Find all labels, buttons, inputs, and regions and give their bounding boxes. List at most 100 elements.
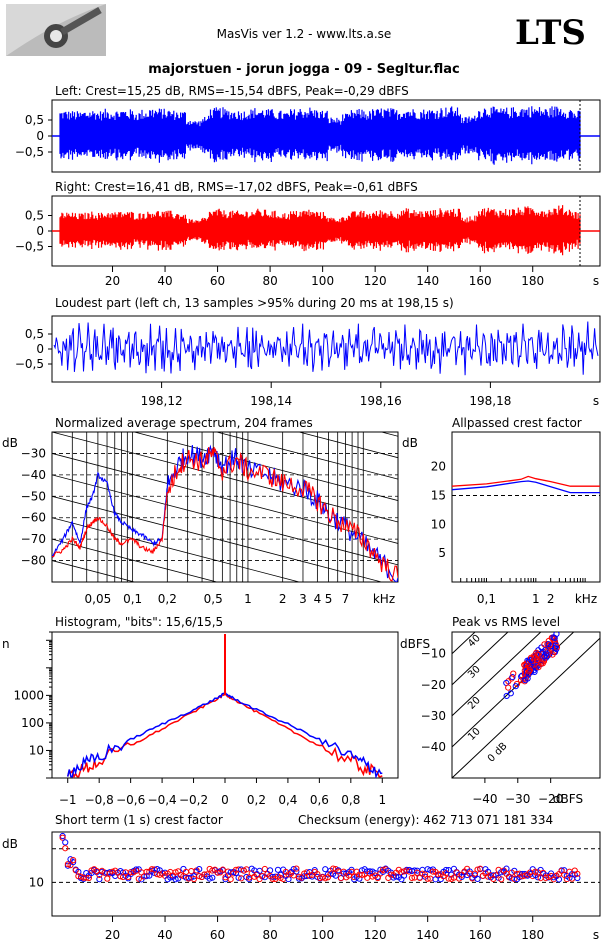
peak-vs-rms-point bbox=[522, 677, 529, 684]
short-term-crest-right-point bbox=[574, 870, 581, 877]
short-term-crest-right-point bbox=[511, 875, 518, 883]
short-term-crest-xtick-label: 60 bbox=[210, 928, 225, 942]
histogram-panel: 1000 100 10 −1 −0,8 −0,6 −0,4 −0,2 0 0,2 0,4 0,6 0,8… bbox=[13, 631, 399, 807]
allpassed-crest-xtick-label: 2 bbox=[547, 592, 555, 606]
allpassed-crest-xunit: kHz bbox=[575, 592, 597, 606]
short-term-crest-left-point bbox=[96, 876, 103, 883]
short-term-crest-right-point bbox=[358, 871, 366, 879]
loudest-part-xunit: s bbox=[593, 394, 599, 408]
left-waveform-panel: 0,5 0 −0,5 bbox=[15, 99, 601, 173]
spectrum-slope-line bbox=[52, 538, 219, 582]
right-waveform-ytick-label: 0 bbox=[36, 224, 44, 238]
short-term-crest-xtick-label: 80 bbox=[262, 928, 277, 942]
short-term-crest-right-point bbox=[532, 868, 539, 875]
right-waveform-xtick-label: 20 bbox=[105, 274, 120, 288]
spectrum-xtick-label: 0,2 bbox=[158, 592, 177, 606]
spectrum-xtick-label: 4 bbox=[314, 592, 322, 606]
peak-vs-rms-point bbox=[551, 635, 558, 642]
peak-vs-rms-xtick-label: −30 bbox=[505, 792, 530, 806]
spectrum-right-series bbox=[52, 446, 398, 582]
short-term-crest-right-point bbox=[135, 875, 142, 882]
spectrum-ylabel: dB bbox=[2, 436, 18, 450]
short-term-crest-right-point bbox=[498, 876, 505, 883]
histogram-xtick-label: −0,2 bbox=[179, 793, 208, 807]
allpassed-crest-ytick-label: 5 bbox=[438, 546, 446, 560]
checksum-annotation: Checksum (energy): 462 713 071 181 334 bbox=[298, 813, 553, 827]
allpassed-left-series bbox=[451, 480, 600, 494]
short-term-crest-xtick-label: 100 bbox=[311, 928, 334, 942]
short-term-crest-xtick-label: 20 bbox=[105, 928, 120, 942]
short-term-crest-right-point bbox=[421, 871, 429, 878]
histogram-xtick-label: 0,4 bbox=[278, 793, 297, 807]
spectrum-xtick-label: 0,05 bbox=[85, 592, 112, 606]
file-title: majorstuen - jorun jogga - 09 - Segltur.… bbox=[148, 62, 459, 77]
peak-vs-rms-point bbox=[542, 646, 549, 654]
short-term-crest-left-point bbox=[366, 868, 373, 875]
short-term-crest-left-point bbox=[400, 872, 408, 879]
right-waveform-xtick-label: 100 bbox=[311, 274, 334, 288]
loudest-part-xtick-label: 198,16 bbox=[360, 394, 402, 408]
allpassed-crest-ytick-label: 10 bbox=[431, 517, 446, 531]
right-waveform-ytick-label: −0,5 bbox=[15, 240, 44, 254]
histogram-xtick-label: 0,2 bbox=[247, 793, 266, 807]
peak-vs-rms-point bbox=[541, 641, 548, 648]
allpassed-right-series bbox=[451, 475, 600, 487]
allpassed-crest-ylabel: dB bbox=[402, 436, 418, 450]
spectrum-slope-line bbox=[52, 495, 384, 582]
right-waveform-xunit: s bbox=[593, 274, 599, 288]
loudest-part-xtick-label: 198,18 bbox=[469, 394, 511, 408]
short-term-crest-left-point bbox=[143, 873, 150, 880]
short-term-crest-right-point bbox=[474, 866, 481, 873]
left-waveform-ytick-label: 0,5 bbox=[25, 113, 44, 127]
peak-vs-rms-point bbox=[531, 654, 538, 661]
short-term-crest-right-point bbox=[351, 873, 358, 881]
spectrum-ytick-label: −40 bbox=[21, 468, 46, 482]
knob-stem bbox=[60, 6, 102, 36]
peak-vs-rms-point bbox=[505, 684, 512, 691]
histogram-xtick-label: −0,4 bbox=[148, 793, 177, 807]
lts-logo: LTS bbox=[515, 13, 586, 53]
short-term-crest-left-point bbox=[172, 876, 179, 883]
peak-vs-rms-title: Peak vs RMS level bbox=[452, 615, 560, 629]
allpassed-crest-xtick-label: 1 bbox=[532, 592, 540, 606]
left-waveform-ytick-label: 0 bbox=[36, 129, 44, 143]
right-waveform-title: Right: Crest=16,41 dB, RMS=-17,02 dBFS, … bbox=[55, 180, 418, 194]
peak-vs-rms-diagonal bbox=[452, 632, 509, 686]
loudest-part-ytick-label: −0,5 bbox=[15, 357, 44, 371]
peak-vs-rms-ylabel: dBFS bbox=[400, 637, 430, 651]
spectrum-ytick-label: −30 bbox=[21, 446, 46, 460]
spectrum-slope-line bbox=[52, 517, 301, 582]
short-term-crest-left-point bbox=[62, 839, 69, 846]
peak-vs-rms-xtick-label: −20 bbox=[538, 792, 563, 806]
short-term-crest-title: Short term (1 s) crest factor bbox=[55, 813, 223, 827]
spectrum-slope-line bbox=[52, 560, 136, 582]
histogram-xtick-label: −0,6 bbox=[116, 793, 145, 807]
spectrum-ytick-label: −50 bbox=[21, 489, 46, 503]
spectrum-panel: −30 −40 −50 −60 −70 −80 0,05 0,1 0,2 0,5 1 2 3 4 5 7 kHz bbox=[21, 431, 399, 606]
short-term-crest-ylabel: dB bbox=[2, 837, 18, 851]
peak-vs-rms-point bbox=[544, 653, 551, 660]
peak-vs-rms-point bbox=[545, 641, 552, 648]
spectrum-left-series bbox=[52, 444, 398, 582]
allpassed-crest-ytick-label: 15 bbox=[431, 488, 446, 502]
right-waveform-xtick-label: 140 bbox=[416, 274, 439, 288]
peak-vs-rms-diagonal bbox=[452, 632, 476, 655]
short-term-crest-right-point bbox=[190, 875, 198, 883]
loudest-part-xtick-label: 198,14 bbox=[250, 394, 292, 408]
short-term-crest-right-point bbox=[408, 874, 416, 881]
spectrum-ytick-label: −60 bbox=[21, 511, 46, 525]
peak-vs-rms-diagonal bbox=[452, 637, 600, 778]
short-term-crest-left-point bbox=[70, 859, 77, 866]
spectrum-ytick-label: −70 bbox=[21, 532, 46, 546]
short-term-crest-ytick-label: 10 bbox=[29, 875, 44, 889]
short-term-crest-left-point bbox=[235, 874, 242, 881]
short-term-crest-right-point bbox=[104, 875, 111, 882]
spectrum-title: Normalized average spectrum, 204 frames bbox=[55, 416, 313, 430]
short-term-crest-left-point bbox=[75, 868, 82, 875]
histogram-title: Histogram, "bits": 15,6/15,5 bbox=[55, 615, 223, 629]
short-term-crest-left-point bbox=[490, 872, 497, 879]
